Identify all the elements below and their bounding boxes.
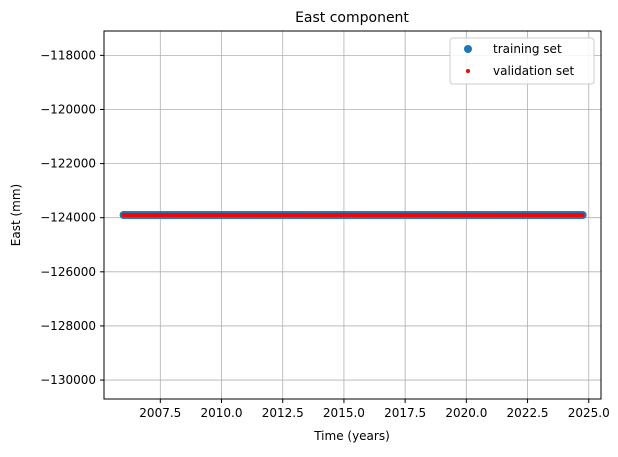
x-tick-label: 2007.5 <box>139 406 181 420</box>
legend: training set validation set <box>449 37 595 85</box>
x-axis-label: Time (years) <box>313 429 390 443</box>
legend-label-validation: validation set <box>493 64 575 78</box>
plot-frame <box>103 30 602 400</box>
y-tick-label: −130000 <box>40 373 96 387</box>
y-tick-label: −126000 <box>40 265 96 279</box>
data-points <box>119 211 587 219</box>
chart-title: East component <box>295 10 409 26</box>
x-tick-label: 2025.0 <box>568 406 610 420</box>
x-tick-label: 2020.0 <box>445 406 487 420</box>
legend-marker-training <box>464 45 472 53</box>
y-tick-label: −120000 <box>40 102 96 116</box>
y-tick-label: −124000 <box>40 211 96 225</box>
legend-marker-validation <box>466 69 470 73</box>
x-tick-label: 2022.5 <box>507 406 549 420</box>
y-tick-label: −118000 <box>40 48 96 62</box>
y-tick-label: −122000 <box>40 157 96 171</box>
x-tick-label: 2012.5 <box>262 406 304 420</box>
y-axis-label: East (mm) <box>9 184 23 246</box>
x-axis-ticks: 2007.5 2010.0 2012.5 2015.0 2017.5 2020.0 2022… <box>139 399 610 420</box>
x-tick-label: 2010.0 <box>201 406 243 420</box>
x-tick-label: 2015.0 <box>323 406 365 420</box>
y-tick-label: −128000 <box>40 319 96 333</box>
y-axis-ticks: −118000 −120000 −122000 −124000 −126000 −1280… <box>40 48 104 387</box>
legend-label-training: training set <box>493 42 562 56</box>
validation-point <box>580 213 585 217</box>
legend-box <box>449 37 595 85</box>
x-tick-label: 2017.5 <box>384 406 426 420</box>
